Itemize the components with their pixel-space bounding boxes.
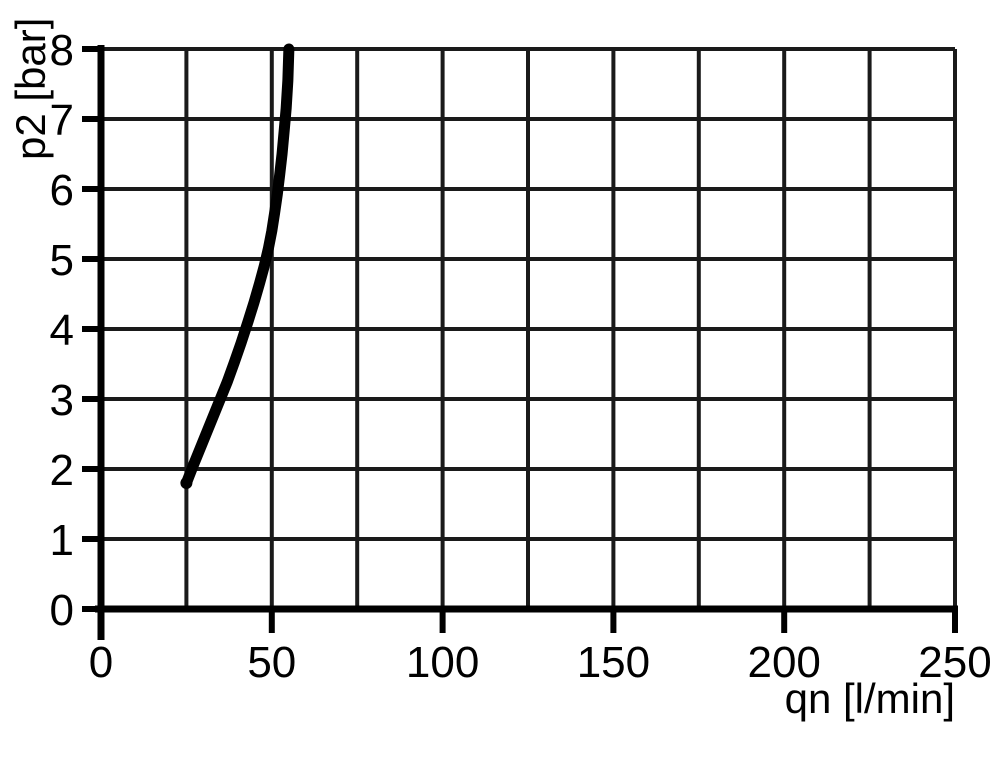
y-tick-label: 7 — [50, 96, 74, 145]
x-tick-label: 100 — [406, 638, 479, 687]
x-tick-label: 150 — [577, 638, 650, 687]
x-tick-label: 200 — [747, 638, 820, 687]
x-tick-label: 0 — [89, 638, 113, 687]
x-axis-tick-labels: 0 50 100 150 200 250 — [89, 638, 992, 687]
x-tick-label: 50 — [247, 638, 296, 687]
y-tick-label: 2 — [50, 446, 74, 495]
x-axis-ticks — [98, 609, 958, 633]
curve-start-marker — [180, 477, 193, 489]
x-tick-label: 250 — [918, 638, 991, 687]
y-tick-label: 8 — [50, 26, 74, 75]
y-tick-label: 1 — [50, 516, 74, 565]
x-axis-title: qn [l/min] — [785, 675, 955, 722]
y-tick-label: 3 — [50, 376, 74, 425]
y-tick-label: 6 — [50, 166, 74, 215]
y-tick-label: 0 — [50, 586, 74, 635]
y-tick-label: 5 — [50, 236, 74, 285]
y-axis-ticks — [82, 46, 101, 612]
y-tick-label: 4 — [50, 306, 74, 355]
y-axis-tick-labels: 0 1 2 3 4 5 6 7 8 — [50, 26, 74, 635]
y-axis-title: p2 [bar] — [7, 18, 54, 160]
data-curve-p2-vs-qn — [180, 43, 295, 489]
